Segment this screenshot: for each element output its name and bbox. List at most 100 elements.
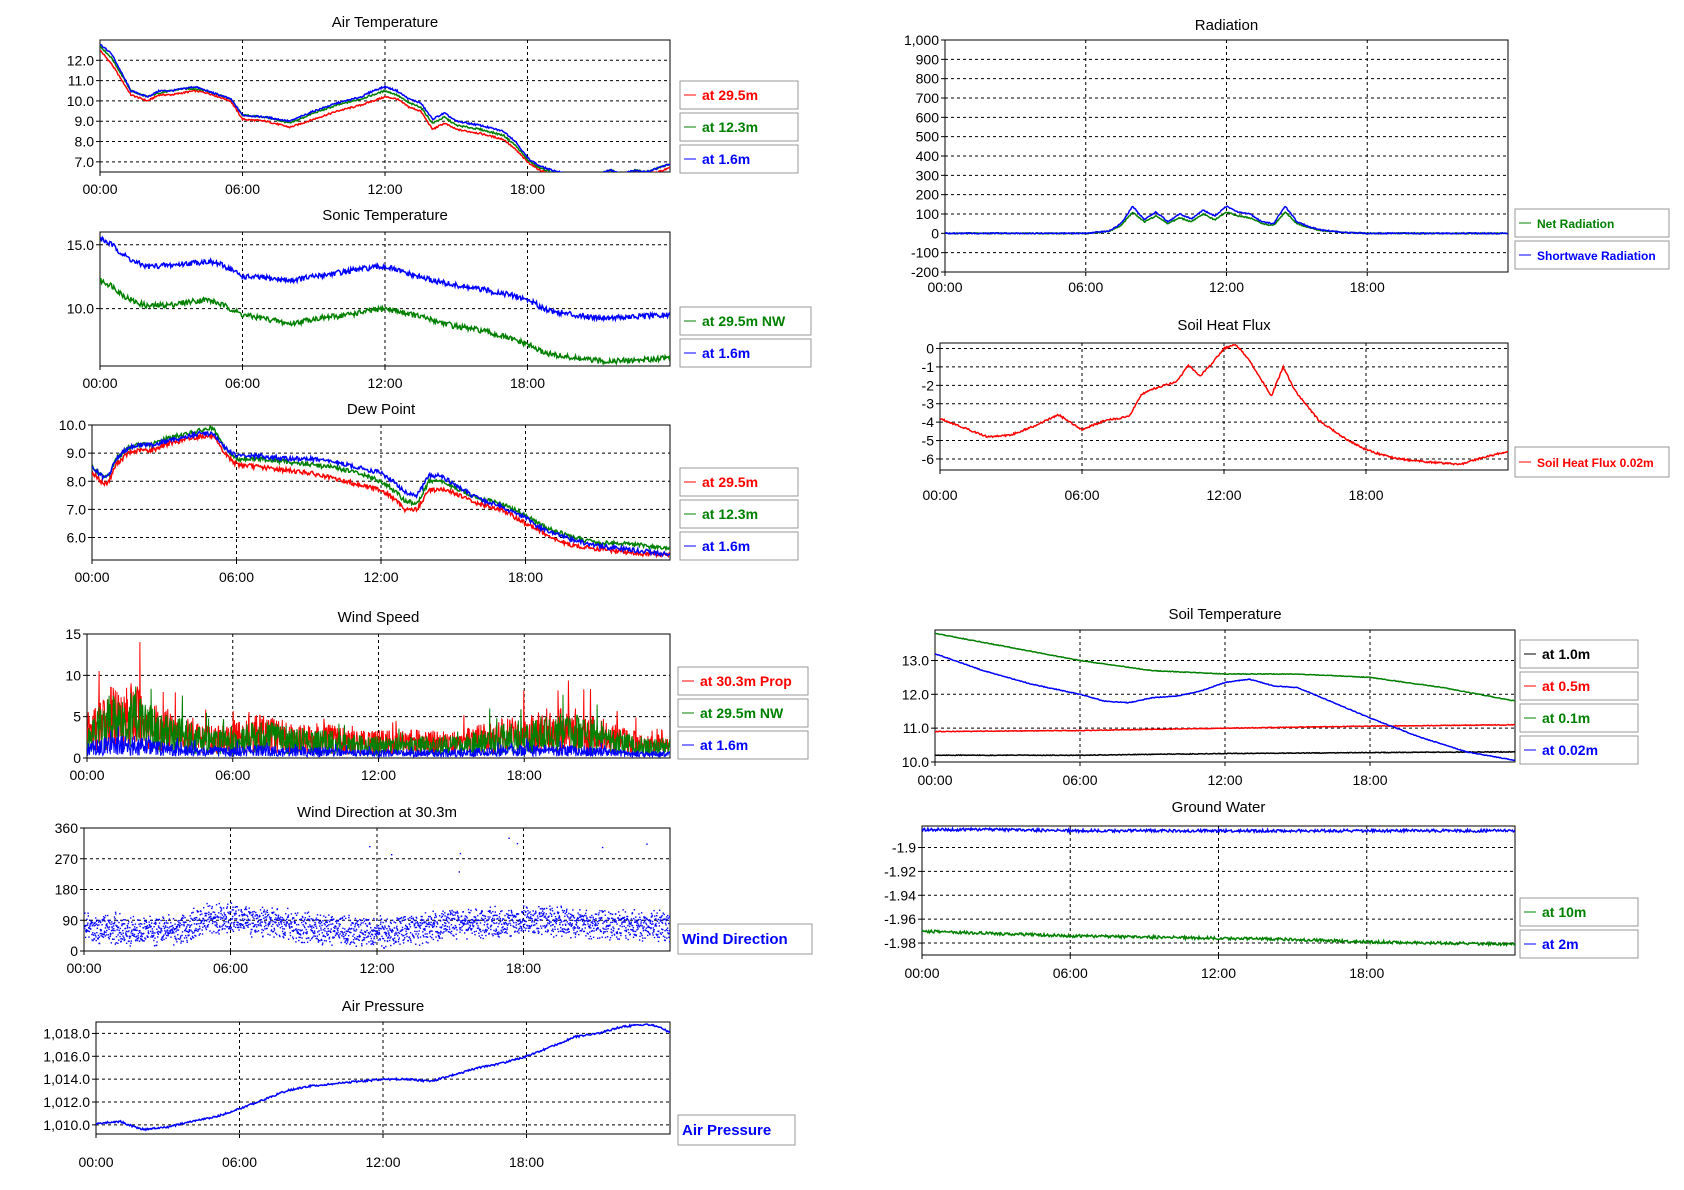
wind-direction-point bbox=[620, 917, 623, 920]
wind-direction-point bbox=[171, 924, 174, 927]
wind-direction-point bbox=[180, 935, 182, 937]
air-temperature-legend-label: at 29.5m bbox=[702, 87, 758, 103]
wind-direction-point bbox=[150, 919, 153, 922]
wind-direction-point bbox=[558, 915, 561, 917]
wind-direction-point bbox=[204, 924, 206, 927]
wind-direction-point bbox=[389, 921, 392, 923]
wind-direction-point bbox=[218, 912, 220, 914]
wind-direction-point bbox=[587, 923, 589, 925]
wind-direction-point bbox=[604, 931, 606, 933]
wind-direction-point bbox=[129, 917, 132, 919]
wind-direction-point bbox=[525, 910, 527, 913]
wind-direction-point bbox=[468, 911, 470, 914]
ground-water-legend-item: at 10m bbox=[1519, 897, 1639, 927]
wind-direction-point bbox=[518, 929, 520, 931]
wind-direction-point bbox=[317, 941, 320, 943]
wind-direction-point bbox=[353, 928, 355, 930]
wind-direction-point bbox=[175, 937, 177, 939]
wind-direction-point bbox=[122, 929, 124, 932]
wind-direction-point bbox=[353, 933, 355, 936]
wind-direction-point bbox=[396, 929, 399, 931]
wind-direction-point bbox=[593, 927, 595, 930]
wind-direction-point bbox=[100, 929, 103, 931]
wind-direction-point bbox=[307, 926, 309, 928]
wind-direction-point bbox=[596, 924, 598, 927]
wind-direction-point bbox=[590, 916, 592, 919]
wind-direction-legend-box bbox=[677, 923, 813, 955]
wind-direction-point bbox=[634, 934, 636, 936]
wind-direction-point bbox=[256, 915, 259, 917]
wind-direction-point bbox=[416, 921, 418, 924]
wind-direction-point bbox=[533, 930, 535, 932]
wind-direction-point bbox=[284, 931, 286, 934]
wind-direction-point bbox=[112, 929, 115, 932]
wind-direction-point bbox=[502, 929, 505, 931]
wind-direction-point bbox=[581, 928, 584, 930]
wind-direction-point bbox=[659, 916, 661, 919]
wind-direction-point bbox=[456, 912, 458, 914]
wind-direction-point bbox=[509, 914, 511, 917]
wind-direction-legend-label: Wind Direction bbox=[682, 931, 788, 948]
wind-direction-point bbox=[134, 926, 136, 928]
wind-direction-point bbox=[647, 925, 649, 927]
wind-direction-point bbox=[519, 920, 522, 923]
wind-direction-point bbox=[469, 912, 471, 914]
wind-direction-point bbox=[642, 937, 644, 939]
wind-direction-point bbox=[342, 933, 344, 936]
wind-direction-point bbox=[101, 919, 103, 921]
wind-direction-point bbox=[113, 922, 115, 925]
wind-direction-point bbox=[404, 924, 407, 927]
wind-direction-point bbox=[578, 933, 580, 936]
wind-direction-point bbox=[466, 938, 468, 940]
wind-direction-point bbox=[166, 934, 168, 937]
wind-direction-point bbox=[414, 926, 417, 929]
wind-direction-point bbox=[145, 928, 147, 930]
wind-direction-point bbox=[103, 930, 106, 933]
wind-direction-point bbox=[102, 916, 105, 918]
wind-direction-point bbox=[492, 934, 494, 937]
wind-direction-point bbox=[166, 930, 168, 932]
wind-direction-point bbox=[483, 915, 485, 917]
wind-direction-point bbox=[305, 932, 307, 934]
wind-direction-point bbox=[447, 914, 449, 916]
wind-direction-point bbox=[377, 933, 379, 936]
wind-direction-point bbox=[624, 935, 627, 937]
wind-direction-point bbox=[359, 918, 361, 921]
wind-direction-point bbox=[566, 921, 568, 923]
air-temperature-legend-box bbox=[679, 112, 799, 142]
wind-direction-point bbox=[228, 927, 230, 930]
wind-direction-point bbox=[261, 921, 264, 923]
wind-direction-point bbox=[169, 929, 172, 932]
wind-direction-point bbox=[348, 914, 350, 917]
wind-direction-point bbox=[179, 922, 181, 924]
wind-direction-point bbox=[637, 918, 640, 921]
wind-direction-point bbox=[594, 913, 597, 915]
wind-direction-point bbox=[227, 911, 229, 914]
wind-direction-point bbox=[212, 916, 215, 919]
wind-direction-point bbox=[202, 926, 204, 928]
wind-direction-point bbox=[451, 909, 453, 912]
wind-direction-point bbox=[91, 933, 93, 936]
wind-direction-point bbox=[651, 932, 654, 934]
wind-direction-point bbox=[629, 933, 632, 935]
wind-direction-point bbox=[201, 933, 204, 935]
wind-direction-point bbox=[530, 916, 532, 918]
wind-direction-point bbox=[666, 918, 668, 921]
wind-direction-point bbox=[500, 932, 502, 934]
wind-direction-point bbox=[582, 915, 585, 918]
wind-direction-point bbox=[489, 926, 492, 928]
wind-direction-point bbox=[255, 911, 257, 914]
wind-direction-point bbox=[496, 918, 498, 920]
wind-direction-point bbox=[238, 929, 240, 931]
wind-direction-point bbox=[275, 919, 277, 921]
wind-direction-point bbox=[214, 917, 216, 919]
wind-direction-point bbox=[120, 940, 122, 942]
wind-direction-point bbox=[272, 923, 274, 926]
wind-direction-point bbox=[408, 923, 410, 925]
wind-direction-point bbox=[653, 930, 655, 933]
wind-direction-point bbox=[303, 925, 305, 927]
wind-direction-point bbox=[282, 918, 285, 920]
wind-direction-point bbox=[186, 939, 188, 942]
wind-direction-point bbox=[620, 932, 622, 934]
wind-direction-point bbox=[408, 928, 410, 930]
